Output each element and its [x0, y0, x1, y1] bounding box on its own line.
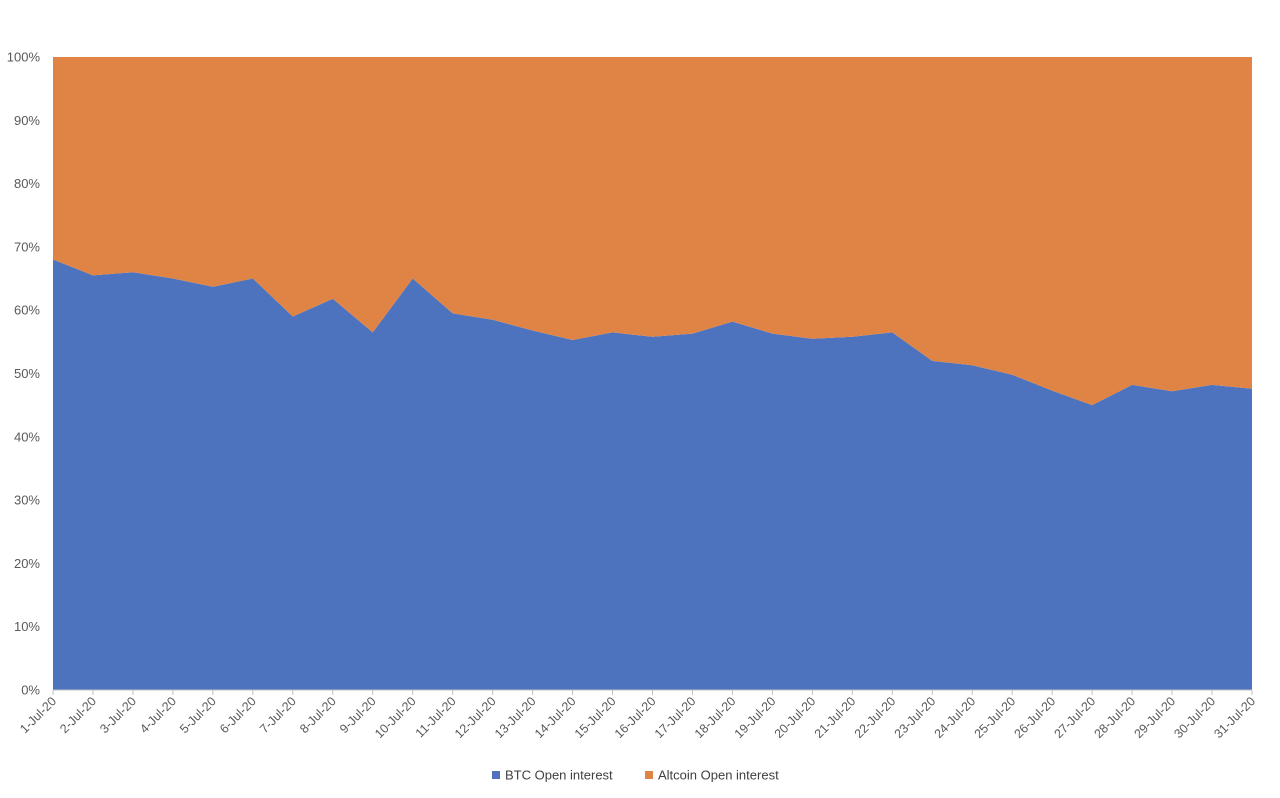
axes	[52, 689, 1253, 695]
x-tick-label: 22-Jul-20	[852, 694, 899, 741]
legend: BTC Open interest Altcoin Open interest	[492, 768, 779, 783]
x-tick-label: 21-Jul-20	[812, 694, 859, 741]
x-tick-label: 25-Jul-20	[972, 694, 1019, 741]
x-axis-labels: 1-Jul-202-Jul-203-Jul-204-Jul-205-Jul-20…	[17, 694, 1258, 741]
x-tick-label: 26-Jul-20	[1012, 694, 1059, 741]
x-tick-label: 6-Jul-20	[217, 694, 259, 736]
x-tick-label: 12-Jul-20	[452, 694, 499, 741]
x-tick-label: 31-Jul-20	[1211, 694, 1258, 741]
x-tick-label: 19-Jul-20	[732, 694, 779, 741]
y-tick-label: 100%	[7, 50, 41, 65]
x-tick-label: 17-Jul-20	[652, 694, 699, 741]
x-tick-label: 15-Jul-20	[572, 694, 619, 741]
y-tick-label: 20%	[14, 556, 40, 571]
y-tick-label: 30%	[14, 493, 40, 508]
x-tick-label: 11-Jul-20	[413, 694, 459, 740]
x-tick-label: 14-Jul-20	[532, 694, 579, 741]
x-tick-label: 18-Jul-20	[692, 694, 739, 741]
legend-label-altcoin: Altcoin Open interest	[658, 768, 779, 783]
legend-swatch-btc	[492, 771, 500, 779]
y-tick-label: 40%	[14, 429, 40, 444]
legend-label-btc: BTC Open interest	[505, 768, 613, 783]
x-tick-label: 30-Jul-20	[1171, 694, 1218, 741]
x-tick-label: 8-Jul-20	[297, 694, 339, 736]
x-tick-label: 16-Jul-20	[612, 694, 659, 741]
x-tick-label: 4-Jul-20	[137, 694, 179, 736]
y-tick-label: 50%	[14, 366, 40, 381]
x-tick-label: 7-Jul-20	[257, 694, 299, 736]
y-tick-label: 10%	[14, 619, 40, 634]
area-series-altcoin	[53, 57, 1252, 406]
x-tick-label: 27-Jul-20	[1051, 694, 1098, 741]
legend-swatch-altcoin	[645, 771, 653, 779]
y-tick-label: 0%	[21, 683, 40, 698]
x-tick-label: 5-Jul-20	[177, 694, 219, 736]
x-tick-label: 24-Jul-20	[932, 694, 979, 741]
y-tick-label: 80%	[14, 176, 40, 191]
plot-areas	[53, 57, 1252, 690]
x-tick-label: 23-Jul-20	[892, 694, 939, 741]
x-tick-label: 10-Jul-20	[372, 694, 419, 741]
x-tick-label: 1-Jul-20	[17, 694, 59, 736]
x-tick-label: 13-Jul-20	[492, 694, 539, 741]
x-tick-label: 29-Jul-20	[1131, 694, 1178, 741]
x-tick-label: 20-Jul-20	[772, 694, 819, 741]
area-series-btc	[53, 259, 1252, 690]
y-tick-label: 70%	[14, 239, 40, 254]
x-tick-label: 2-Jul-20	[57, 694, 99, 736]
y-tick-label: 60%	[14, 303, 40, 318]
y-tick-label: 90%	[14, 113, 40, 128]
x-tick-label: 28-Jul-20	[1091, 694, 1138, 741]
x-tick-label: 3-Jul-20	[97, 694, 139, 736]
y-axis-labels: 0% 10% 20% 30% 40% 50% 60% 70% 80% 90% 100%	[7, 50, 41, 698]
